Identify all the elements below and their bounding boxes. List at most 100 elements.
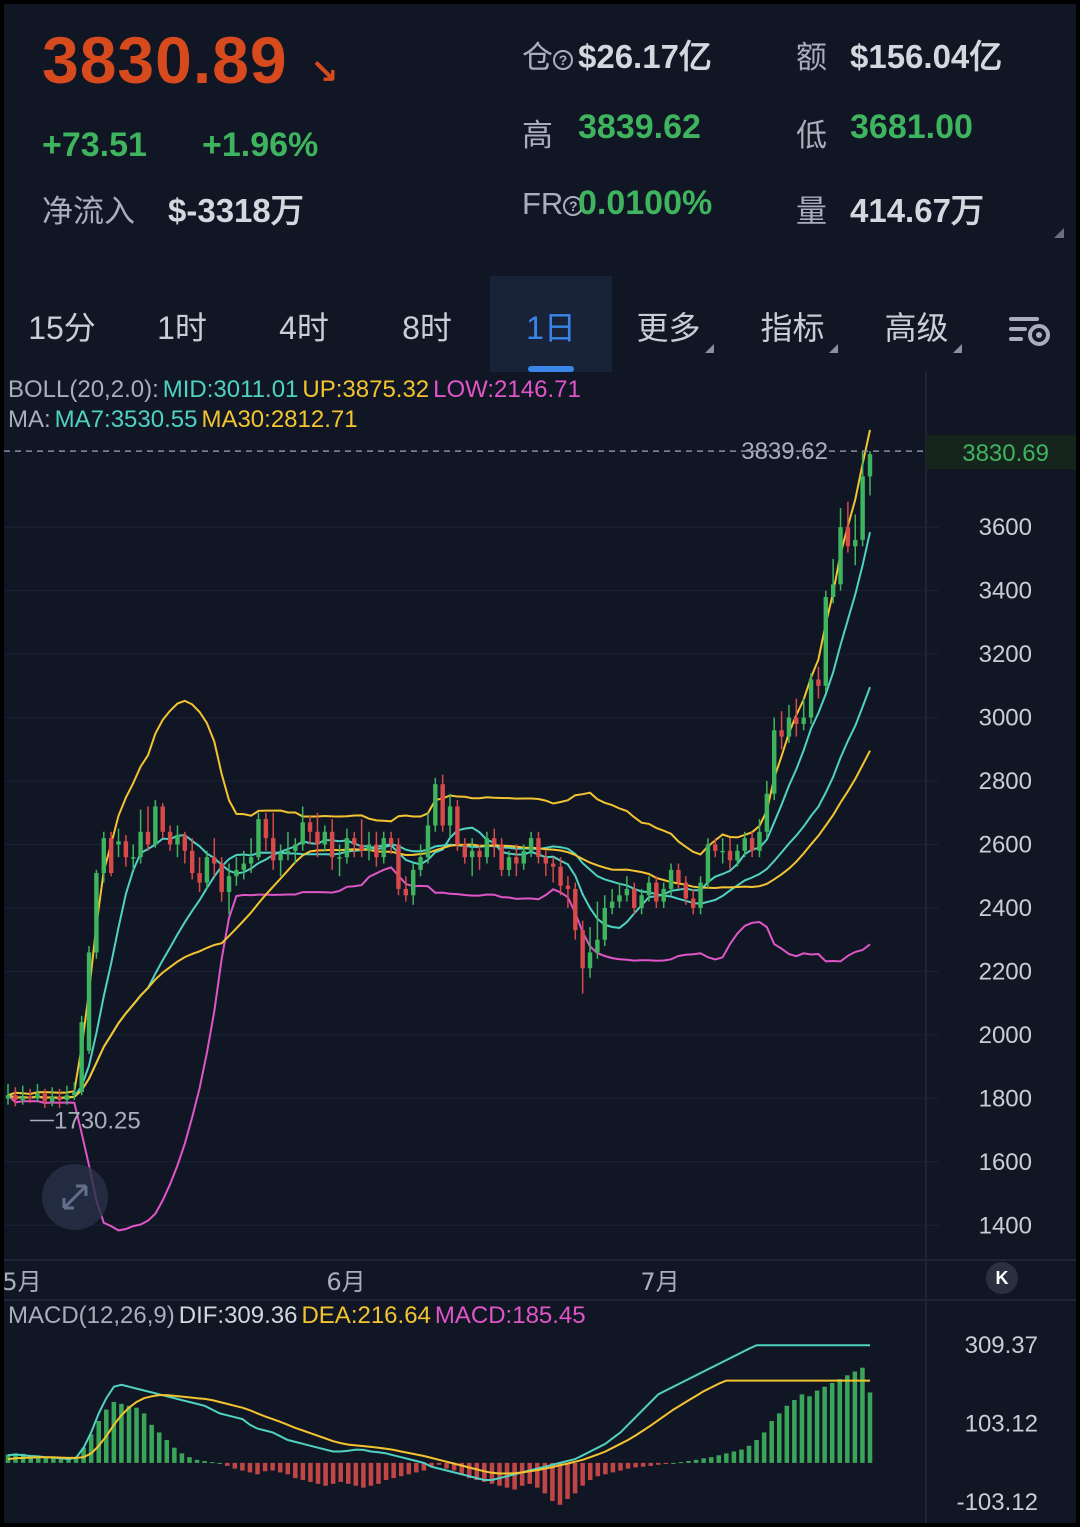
high-label: 高 — [522, 118, 553, 153]
candle-body — [602, 907, 607, 940]
price-tick-label: 2200 — [979, 958, 1032, 985]
candle-body — [469, 850, 475, 858]
candle-body — [160, 806, 165, 832]
macd-histogram-bar — [595, 1462, 601, 1477]
tab-more[interactable]: 更多 — [614, 276, 736, 372]
volume-label: 量 — [796, 194, 827, 229]
macd-histogram-bar — [550, 1462, 555, 1501]
macd-tick-label: 309.37 — [965, 1332, 1038, 1359]
candle-body — [315, 831, 320, 845]
candle-body — [550, 863, 556, 867]
macd-histogram-bar — [293, 1462, 298, 1479]
macd-histogram-bar — [565, 1462, 570, 1500]
dropdown-indicator-icon — [952, 344, 962, 353]
macd-histogram-bar — [209, 1462, 215, 1464]
candle-body — [528, 838, 534, 851]
candle-body — [727, 850, 733, 861]
candle-body — [86, 952, 92, 1051]
tab-advanced[interactable]: 高级 — [862, 276, 984, 372]
candle-body — [573, 888, 578, 931]
boll-legend: BOLL(20,2.0): MID:3011.01 UP:3875.32 LOW:21… — [8, 376, 585, 404]
tab-8h[interactable]: 8时 — [366, 276, 488, 372]
macd-histogram-bar — [814, 1390, 820, 1463]
macd-histogram-bar — [247, 1462, 253, 1473]
boll-up: UP:3875.32 — [302, 376, 430, 403]
boll-mid: MID:3011.01 — [162, 376, 299, 403]
candle-body — [860, 476, 865, 540]
macd-histogram-bar — [535, 1462, 540, 1488]
candle-body — [123, 841, 129, 858]
tab-1d[interactable]: 1日 — [490, 276, 612, 372]
candle-body — [433, 784, 438, 826]
jump-latest-button[interactable]: K — [986, 1262, 1018, 1294]
settings-glyph-icon — [1009, 316, 1050, 346]
macd-histogram-bar — [126, 1405, 132, 1463]
macd-histogram-bar — [792, 1400, 797, 1463]
candle-body — [189, 850, 195, 874]
candle-body — [27, 1096, 33, 1099]
fr-label-text: FR — [522, 186, 564, 221]
candle-body — [256, 819, 261, 858]
macd-histogram-bar — [285, 1462, 291, 1475]
candle-body — [617, 895, 622, 902]
candle-body — [830, 584, 836, 597]
candle-body — [521, 850, 526, 864]
macd-histogram-bar — [867, 1392, 873, 1463]
macd-histogram-bar — [277, 1462, 283, 1473]
macd-histogram-bar — [656, 1462, 661, 1465]
help-icon[interactable]: ? — [563, 195, 584, 216]
candle-body — [234, 869, 239, 877]
candle-body — [713, 844, 718, 851]
boll-legend-name: BOLL(20,2.0): — [8, 376, 159, 403]
expand-corner-icon[interactable] — [1054, 228, 1064, 238]
help-icon[interactable]: ? — [553, 49, 573, 70]
tab-15m[interactable]: 15分 — [4, 276, 120, 372]
price-tick-label: 3600 — [979, 514, 1032, 541]
candle-body — [108, 838, 114, 874]
macd-histogram-bar — [134, 1407, 139, 1463]
ma7-line — [7, 531, 871, 1100]
fullscreen-button[interactable] — [42, 1164, 108, 1230]
macd-histogram-bar — [164, 1440, 170, 1463]
macd-histogram-bar — [739, 1449, 744, 1463]
amount-value: $156.04亿 — [850, 38, 1003, 75]
macd-histogram-bar — [776, 1413, 782, 1463]
dropdown-indicator-icon — [828, 344, 838, 353]
funding-rate-value: 0.0100% — [578, 184, 713, 222]
candle-body — [845, 527, 851, 547]
macd-histogram-bar — [708, 1457, 714, 1463]
macd-histogram-bar — [51, 1457, 56, 1463]
macd-histogram-bar — [769, 1421, 774, 1463]
candle-body — [359, 844, 364, 851]
kline-chart[interactable]: 3600 3400 3200 3000 2800 2600 2400 2200 2000 1800… — [4, 372, 1076, 1523]
candle-body — [153, 806, 158, 845]
high-value: 3839.62 — [578, 108, 701, 146]
macd-histogram-bar — [799, 1394, 805, 1463]
netflow-label: 净流入 — [42, 194, 135, 229]
candle-body — [167, 831, 173, 845]
candle-body — [226, 876, 232, 893]
macd-histogram-bar — [383, 1462, 389, 1481]
macd-dea-line — [7, 1379, 870, 1475]
macd-histogram-bar — [701, 1458, 706, 1463]
candle-body — [565, 885, 571, 889]
candle-body — [838, 527, 843, 585]
macd-histogram-bar — [323, 1462, 328, 1486]
tab-1h[interactable]: 1时 — [122, 276, 242, 372]
tab-4h[interactable]: 4时 — [244, 276, 364, 372]
volume-value: 414.67万 — [850, 192, 984, 229]
ma30-value: MA30:2812.71 — [201, 406, 358, 433]
month-label: 5月 — [4, 1268, 42, 1296]
chart-settings-icon[interactable] — [996, 276, 1066, 372]
macd-histogram-bar — [610, 1462, 616, 1473]
macd-histogram-bar — [398, 1462, 404, 1477]
price-down-arrow-icon: ↘ — [310, 53, 339, 91]
macd-histogram-bar — [194, 1459, 200, 1463]
candle-body — [329, 831, 335, 858]
macd-histogram-bar — [761, 1432, 767, 1463]
macd-histogram-bar — [512, 1462, 517, 1490]
candle-body — [757, 831, 762, 851]
tab-indicators[interactable]: 指标 — [738, 276, 860, 372]
month-label: 7月 — [640, 1268, 679, 1296]
macd-histogram-bar — [240, 1462, 245, 1471]
